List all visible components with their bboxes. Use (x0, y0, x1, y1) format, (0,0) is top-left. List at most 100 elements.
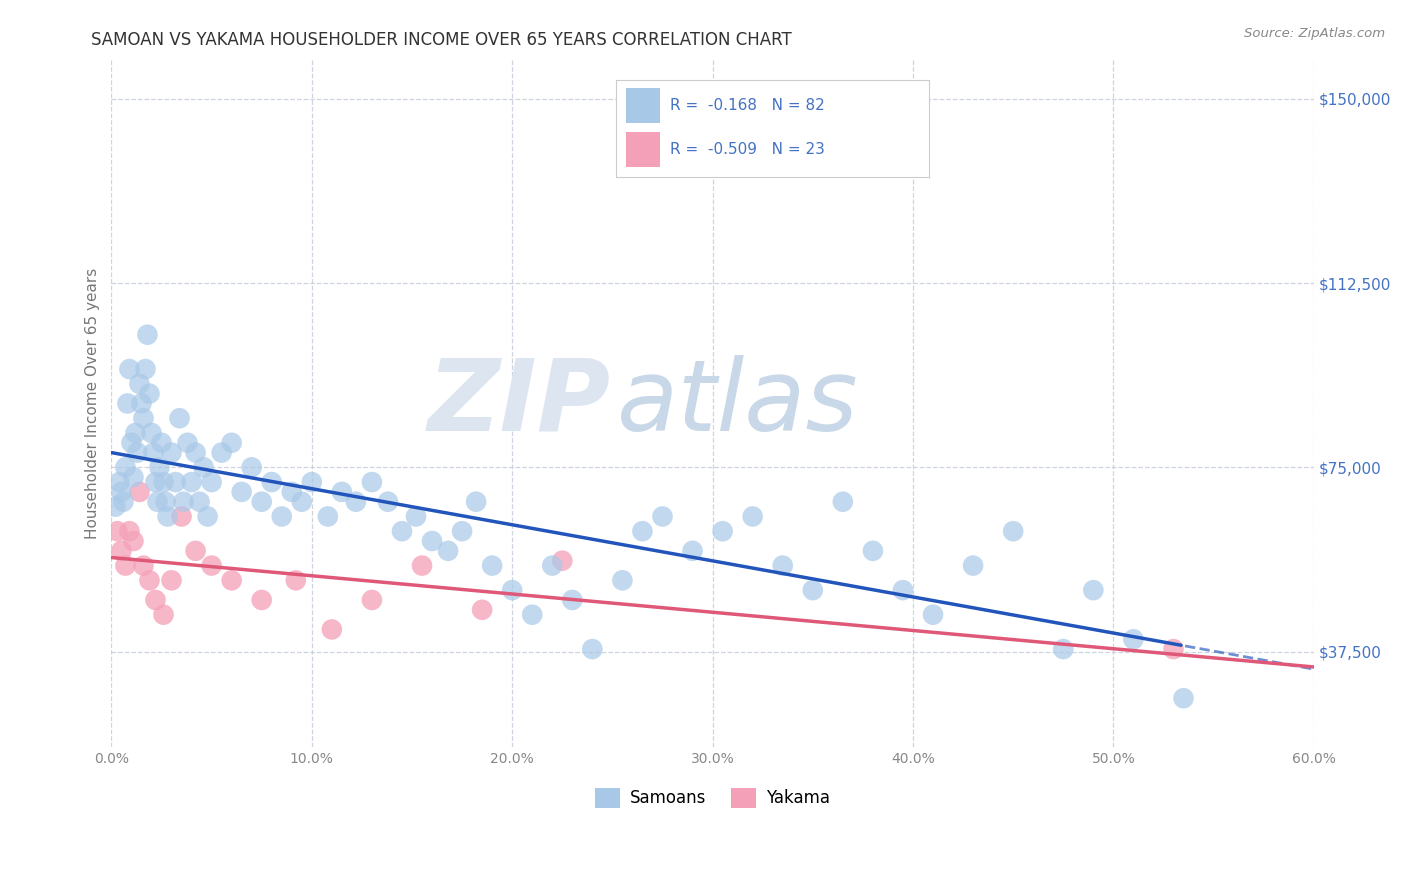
Point (201, 475, 224, 489)
Point (141, 425, 163, 440)
Point (221, 435, 243, 450)
Point (117, 396, 139, 410)
Point (1163, 642, 1185, 657)
Point (165, 475, 187, 489)
Point (160, 445, 183, 459)
Point (250, 494, 273, 508)
Point (471, 603, 494, 617)
Point (112, 494, 135, 508)
Point (145, 593, 167, 607)
Point (138, 574, 160, 588)
Text: atlas: atlas (616, 355, 858, 452)
Text: Source: ZipAtlas.com: Source: ZipAtlas.com (1244, 27, 1385, 40)
Point (862, 544, 884, 558)
Point (801, 583, 824, 598)
Point (1122, 632, 1144, 647)
Point (361, 475, 384, 489)
Point (501, 583, 523, 598)
Point (193, 460, 215, 475)
Point (134, 362, 156, 376)
Point (682, 544, 704, 558)
Y-axis label: Householder Income Over 65 years: Householder Income Over 65 years (86, 268, 100, 539)
Point (132, 411, 155, 425)
Point (344, 494, 367, 508)
Point (201, 558, 224, 573)
Point (118, 524, 141, 539)
Point (169, 411, 191, 425)
Point (120, 435, 142, 450)
Point (127, 445, 149, 459)
Point (301, 475, 323, 489)
Point (330, 484, 353, 499)
Point (522, 607, 544, 622)
Point (128, 484, 150, 499)
Point (131, 396, 153, 410)
Point (321, 623, 343, 637)
Point (114, 558, 136, 573)
Point (145, 475, 167, 489)
Point (176, 435, 198, 450)
Point (922, 607, 945, 622)
Point (551, 554, 574, 568)
Point (772, 558, 794, 573)
Point (173, 494, 195, 508)
Point (1052, 642, 1074, 657)
Point (170, 509, 193, 524)
Point (891, 583, 914, 598)
Point (411, 558, 433, 573)
Point (152, 607, 174, 622)
Point (118, 362, 141, 376)
Point (1002, 524, 1025, 539)
Point (831, 494, 853, 508)
Point (405, 509, 427, 524)
Point (188, 494, 211, 508)
Point (581, 642, 603, 657)
Point (184, 544, 207, 558)
Point (107, 524, 129, 539)
Point (231, 484, 253, 499)
Point (284, 574, 307, 588)
Point (711, 524, 734, 539)
Point (541, 558, 564, 573)
Point (361, 593, 384, 607)
Point (110, 484, 132, 499)
Point (155, 494, 177, 508)
Point (108, 475, 131, 489)
Point (465, 494, 488, 508)
Point (437, 544, 460, 558)
Point (270, 509, 292, 524)
Text: ZIP: ZIP (427, 355, 610, 452)
Point (124, 425, 146, 440)
Point (110, 544, 132, 558)
Point (612, 574, 634, 588)
Point (250, 593, 273, 607)
Point (180, 475, 202, 489)
Point (132, 558, 155, 573)
Point (377, 494, 399, 508)
Point (150, 435, 173, 450)
Point (391, 524, 413, 539)
Point (316, 509, 339, 524)
Point (651, 509, 673, 524)
Point (561, 593, 583, 607)
Point (142, 445, 165, 459)
Point (631, 524, 654, 539)
Point (146, 494, 169, 508)
Point (122, 534, 145, 549)
Point (281, 484, 304, 499)
Point (420, 534, 443, 549)
Point (148, 460, 170, 475)
Point (260, 475, 283, 489)
Point (221, 574, 243, 588)
Point (291, 494, 314, 508)
Point (122, 470, 145, 484)
Text: SAMOAN VS YAKAMA HOUSEHOLDER INCOME OVER 65 YEARS CORRELATION CHART: SAMOAN VS YAKAMA HOUSEHOLDER INCOME OVER… (91, 31, 792, 49)
Point (138, 386, 160, 401)
Point (451, 524, 474, 539)
Point (136, 327, 159, 342)
Point (104, 500, 127, 514)
Point (160, 574, 183, 588)
Point (114, 460, 136, 475)
Point (240, 460, 263, 475)
Point (741, 509, 763, 524)
